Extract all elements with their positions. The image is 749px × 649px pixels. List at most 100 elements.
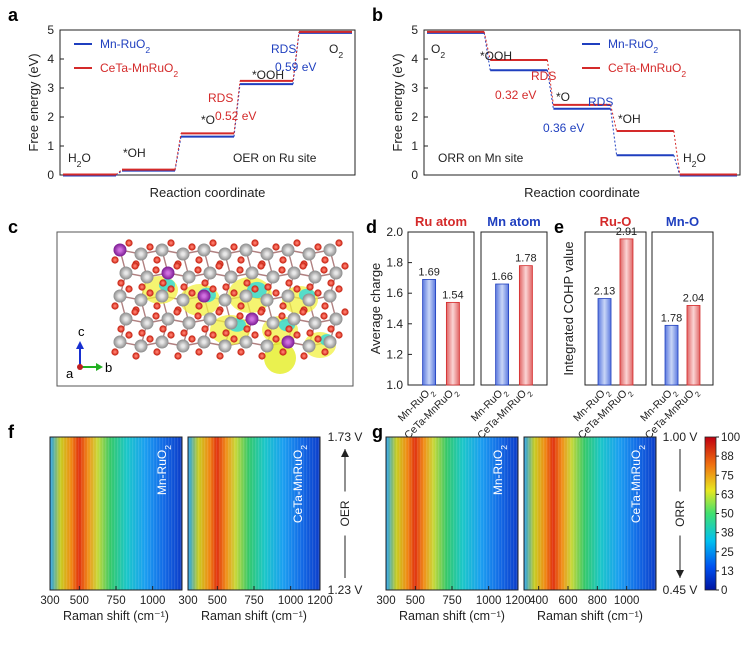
oxygen-atom [195, 256, 203, 264]
oxygen-atom [159, 279, 167, 287]
y-tick-label: 1.0 [386, 378, 403, 392]
x-tick-label: 750 [106, 595, 125, 607]
oxygen-atom [146, 243, 154, 251]
bar-ceta-mnruo2 [445, 301, 460, 386]
metal-atom [182, 270, 196, 284]
metal-atom [218, 339, 232, 353]
bar-value-label: 1.78 [515, 253, 536, 265]
colorbar-tick-label: 25 [721, 547, 734, 559]
reaction-label: OER [338, 500, 352, 526]
x-tick-label: 1000 [614, 595, 640, 607]
oxygen-atom [230, 335, 238, 343]
x-axis-label: Raman shift (cm⁻¹) [63, 609, 169, 623]
oxygen-atom [153, 256, 161, 264]
oxygen-atom [131, 308, 139, 316]
oxygen-atom [299, 262, 307, 270]
oxygen-atom [320, 312, 328, 320]
energy-connector [115, 170, 123, 176]
energy-connector [233, 80, 241, 134]
metal-atom [113, 335, 127, 349]
reaction-label: ORR [673, 500, 687, 527]
y-tick-label: 4 [411, 52, 418, 66]
oxygen-atom [243, 325, 251, 333]
crystal-structure-image [111, 239, 349, 374]
energy-connector [610, 108, 618, 156]
y-tick-label: 5 [47, 23, 54, 37]
heatmap-frame [523, 436, 657, 591]
oxygen-atom [117, 279, 125, 287]
colorbar-tick-label: 0 [721, 585, 727, 597]
metal-atom [203, 312, 217, 326]
oxygen-atom [180, 329, 188, 337]
energy-connector [673, 130, 681, 175]
bar-mn-ruo2 [495, 283, 510, 386]
x-axis-label: Reaction coordinate [150, 185, 266, 200]
metal-atom [119, 266, 133, 280]
x-tick-label: 800 [588, 595, 607, 607]
intensity-colorbar: 100 88 75 63 50 38 25 13 0 [704, 432, 740, 597]
metal-atom [239, 335, 253, 349]
dopant-atom [197, 289, 211, 303]
metal-atom [224, 270, 238, 284]
x-tick-label: 500 [406, 595, 425, 607]
metal-atom [113, 289, 127, 303]
x-tick-label: 400 [529, 595, 548, 607]
y-tick-label: 3 [47, 81, 54, 95]
plot-frame [423, 29, 741, 176]
metal-atom [266, 316, 280, 330]
dopant-atom [161, 266, 175, 280]
metal-atom [155, 289, 169, 303]
dopant-atom [281, 335, 295, 349]
y-tick-label: 1.8 [386, 256, 403, 270]
potential-bottom-label: 0.45 V [663, 583, 698, 597]
oxygen-atom [167, 331, 175, 339]
panel-annotation: OER on Ru site [233, 151, 317, 165]
oxygen-atom [180, 283, 188, 291]
oxygen-atom [201, 279, 209, 287]
colorbar-tick-label: 50 [721, 509, 734, 521]
rds-label: RDS [271, 42, 296, 56]
metal-atom [245, 266, 259, 280]
oxygen-atom [341, 308, 349, 316]
panel-f-oer-raman: Mn-RuO2 300 500 750 1000 Raman shift (cm⁻¹) Ce… [40, 430, 362, 623]
metal-atom [329, 266, 343, 280]
oxygen-atom [293, 331, 301, 339]
oxygen-atom [173, 308, 181, 316]
oxygen-atom [209, 331, 217, 339]
oxygen-atom [314, 335, 322, 343]
raman-texture [188, 437, 320, 590]
x-tick-label: 750 [442, 595, 461, 607]
group-frame [584, 231, 647, 386]
rds-value: 0.59 eV [275, 60, 316, 74]
oxygen-atom [209, 285, 217, 293]
group-frame [651, 231, 714, 386]
oxygen-atom [272, 243, 280, 251]
potential-arrow [676, 570, 684, 578]
metal-atom [218, 247, 232, 261]
bar-mn-ruo2 [597, 298, 612, 386]
oxygen-atom [159, 325, 167, 333]
metal-atom [134, 247, 148, 261]
y-axis-label: Average charge [368, 263, 383, 355]
potential-top-label: 1.73 V [328, 430, 363, 444]
oxygen-atom [215, 262, 223, 270]
x-tick-label: 500 [70, 595, 89, 607]
oxygen-atom [335, 331, 343, 339]
panel-letter-b: b [372, 5, 383, 25]
y-tick-label: 4 [47, 52, 54, 66]
metal-atom [176, 293, 190, 307]
group-frame [407, 231, 475, 386]
energy-connector [115, 169, 123, 175]
oxygen-atom [272, 335, 280, 343]
lattice-axes: c a b [66, 324, 112, 381]
x-tick-label: 300 [178, 595, 197, 607]
oxygen-atom [125, 285, 133, 293]
x-axis-label: Raman shift (cm⁻¹) [201, 609, 307, 623]
metal-atom [323, 335, 337, 349]
panel-a-oer-free-energy: 0 1 2 3 4 5 Reaction coordinate Free energy (eV… [26, 23, 356, 200]
oxygen-atom [111, 302, 119, 310]
y-tick-label: 1 [47, 139, 54, 153]
raman-texture [524, 437, 656, 590]
energy-connector [610, 104, 618, 132]
oxygen-atom [237, 256, 245, 264]
